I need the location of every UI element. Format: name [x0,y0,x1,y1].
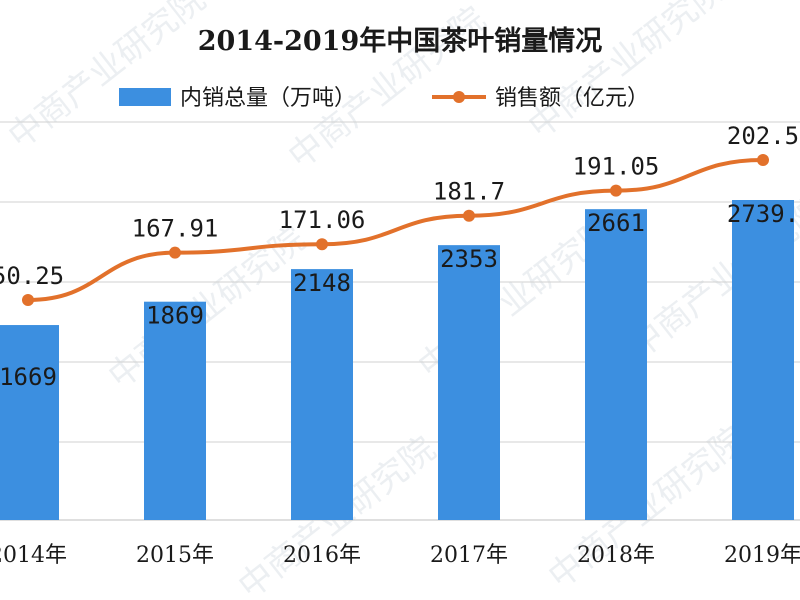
x-tick-label: 2016年 [283,543,361,568]
line-value-label: 50.25 [0,262,64,290]
line-point-2019年 [757,154,769,166]
line-series [22,154,769,306]
bar-2017年 [438,245,500,521]
bar-value-label: 2353 [440,245,498,273]
watermark-text: 中商产业研究院 [1,0,213,157]
sales-line [27,158,764,302]
grid-lines [0,121,800,521]
line-value-label: 191.05 [573,153,660,181]
bar-2015年 [144,301,206,520]
bar-2019年 [732,200,794,520]
line-value-label: 181.7 [433,178,505,206]
bar-series [0,200,794,521]
legend-bar-swatch [119,88,171,106]
line-point-2015年 [169,246,181,259]
legend: 内销总量（万吨） 销售额（亿元） [119,86,649,111]
x-tick-label: 2018年 [577,543,655,568]
line-value-label: 167.91 [132,215,219,243]
bar-value-label: 1869 [146,302,204,330]
bar-value-label: 1669 [0,363,57,391]
watermark-text: 中商产业研究院 [541,419,753,597]
bar-value-label: 2148 [293,269,351,297]
line-point-2017年 [463,209,475,222]
x-tick-label: 2017年 [430,543,508,568]
legend-line-marker [453,91,465,103]
data-labels: 1669 1869 2148 2353 2661 2739. 50.25 167.91 171.… [0,122,799,391]
bar-2014年 [0,325,59,520]
x-tick-label: 2014年 [0,543,67,568]
bar-2018年 [585,209,647,520]
line-value-label: 202.5 [727,122,799,150]
legend-bar-label: 内销总量（万吨） [180,86,356,111]
bar-2016年 [291,269,353,520]
watermark-text: 中商产业研究院 [521,0,733,147]
line-point-2016年 [316,238,328,251]
line-point-2014年 [22,294,34,306]
legend-line-label: 销售额（亿元） [495,86,649,111]
line-point-2018年 [610,184,622,197]
x-tick-label: 2019年 [724,543,800,568]
chart-title: 2014-2019年中国茶叶销量情况 [198,25,603,57]
bar-value-label: 2661 [587,209,645,237]
bar-value-label: 2739. [727,200,799,228]
x-tick-label: 2015年 [136,543,214,568]
x-tick-labels: 2014年 2015年 2016年 2017年 2018年 2019年 [0,543,800,568]
line-value-label: 171.06 [279,206,366,234]
